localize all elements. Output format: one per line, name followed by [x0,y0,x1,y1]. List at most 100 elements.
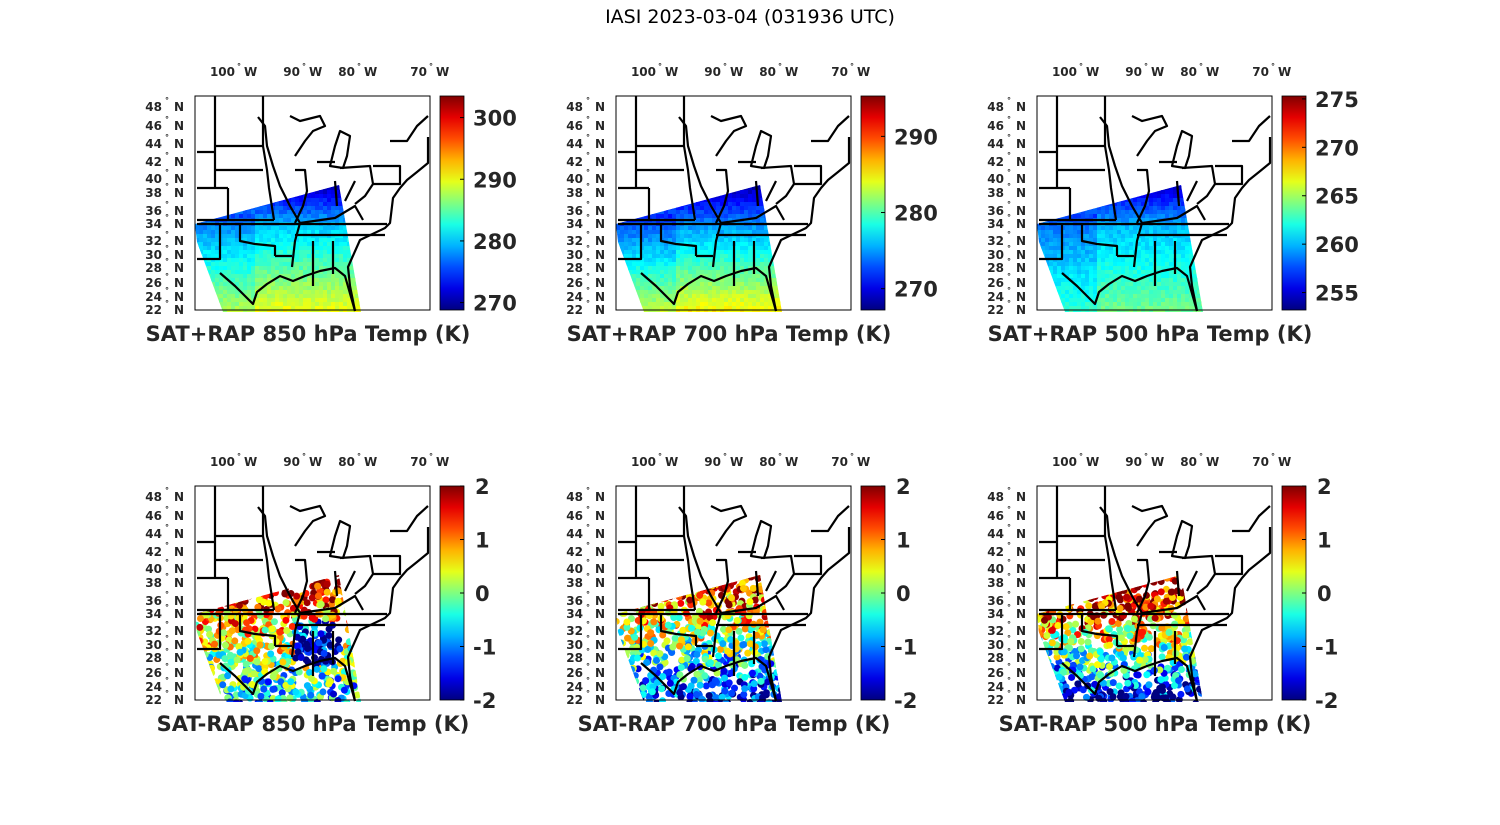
data-cell [664,226,669,231]
data-cell [672,258,677,263]
data-cell [243,238,248,243]
data-cell [315,226,320,231]
data-cell [347,250,352,255]
data-cell [283,202,288,207]
data-cell [1121,298,1126,303]
data-cell [1073,246,1078,251]
data-cell [636,234,641,239]
data-cell [724,270,729,275]
data-cell [319,238,324,243]
data-cell [1149,214,1154,219]
data-cell [327,254,332,259]
data-cell [1125,306,1130,311]
data-cell [688,286,693,291]
data-cell [668,214,673,219]
data-cell [1149,298,1154,303]
data-cell [744,298,749,303]
data-cell [1161,266,1166,271]
lat-tick-label: 42 [987,155,1004,169]
data-cell [1177,190,1182,195]
data-cell [1049,234,1054,239]
data-cell [700,234,705,239]
data-cell [740,266,745,271]
data-cell [732,198,737,203]
data-cell [1097,206,1102,211]
data-cell [307,298,312,303]
data-cell [708,218,713,223]
data-cell [1133,198,1138,203]
lat-tick-suffix: N [174,303,184,317]
data-cell [323,278,328,283]
data-cell [215,234,220,239]
data-cell [235,298,240,303]
data-cell [1089,262,1094,267]
data-cell [1149,238,1154,243]
data-cell [1169,278,1174,283]
data-cell [680,210,685,215]
data-cell [339,242,344,247]
data-cell [660,294,665,299]
data-cell [740,246,745,251]
state-border [811,115,850,143]
data-cell [740,274,745,279]
data-cell [327,202,332,207]
data-cell [680,298,685,303]
data-cell [247,302,252,307]
data-cell [768,258,773,263]
data-cell [315,190,320,195]
data-cell [676,302,681,307]
data-cell [1189,310,1194,312]
degree-symbol: ° [1007,286,1011,295]
data-cell [1177,234,1182,239]
data-cell [1041,310,1046,312]
data-cell [684,290,689,295]
data-cell [343,238,348,243]
data-cell [732,226,737,231]
data-cell [331,238,336,243]
data-cell [1101,258,1106,263]
data-cell [676,278,681,283]
data-cell [1125,286,1130,291]
data-cell [1121,262,1126,267]
data-cell [692,226,697,231]
data-cell [756,226,761,231]
data-cell [636,246,641,251]
data-cell [227,230,232,235]
data-cell [656,294,661,299]
data-cell [632,238,637,243]
lat-tick-label: 48 [987,100,1004,114]
lat-tick-label: 24 [145,290,162,304]
data-cell [1057,230,1062,235]
lat-tick-suffix: N [595,217,605,231]
data-cell [1165,226,1170,231]
data-cell [327,242,332,247]
data-cell [1149,206,1154,211]
data-cell [263,270,268,275]
data-cell [740,290,745,295]
degree-symbol: ° [165,168,169,177]
data-cell [684,278,689,283]
data-cell [728,230,733,235]
data-cell [271,294,276,299]
data-cell [1069,250,1074,255]
data-cell [295,226,300,231]
data-cell [664,258,669,263]
data-cell [716,258,721,263]
data-cell [652,278,657,283]
data-cell [740,230,745,235]
data-cell [736,294,741,299]
data-cell [664,242,669,247]
data-cell [303,290,308,295]
data-cell [1089,266,1094,271]
data-cell [704,250,709,255]
data-cell [672,254,677,259]
data-cell [1101,246,1106,251]
data-cell [1061,238,1066,243]
data-cell [335,278,340,283]
data-cell [255,234,260,239]
lat-tick-label: 42 [145,155,162,169]
data-cell [251,210,256,215]
data-cell [299,270,304,275]
data-cell [716,310,721,312]
data-cell [700,270,705,275]
